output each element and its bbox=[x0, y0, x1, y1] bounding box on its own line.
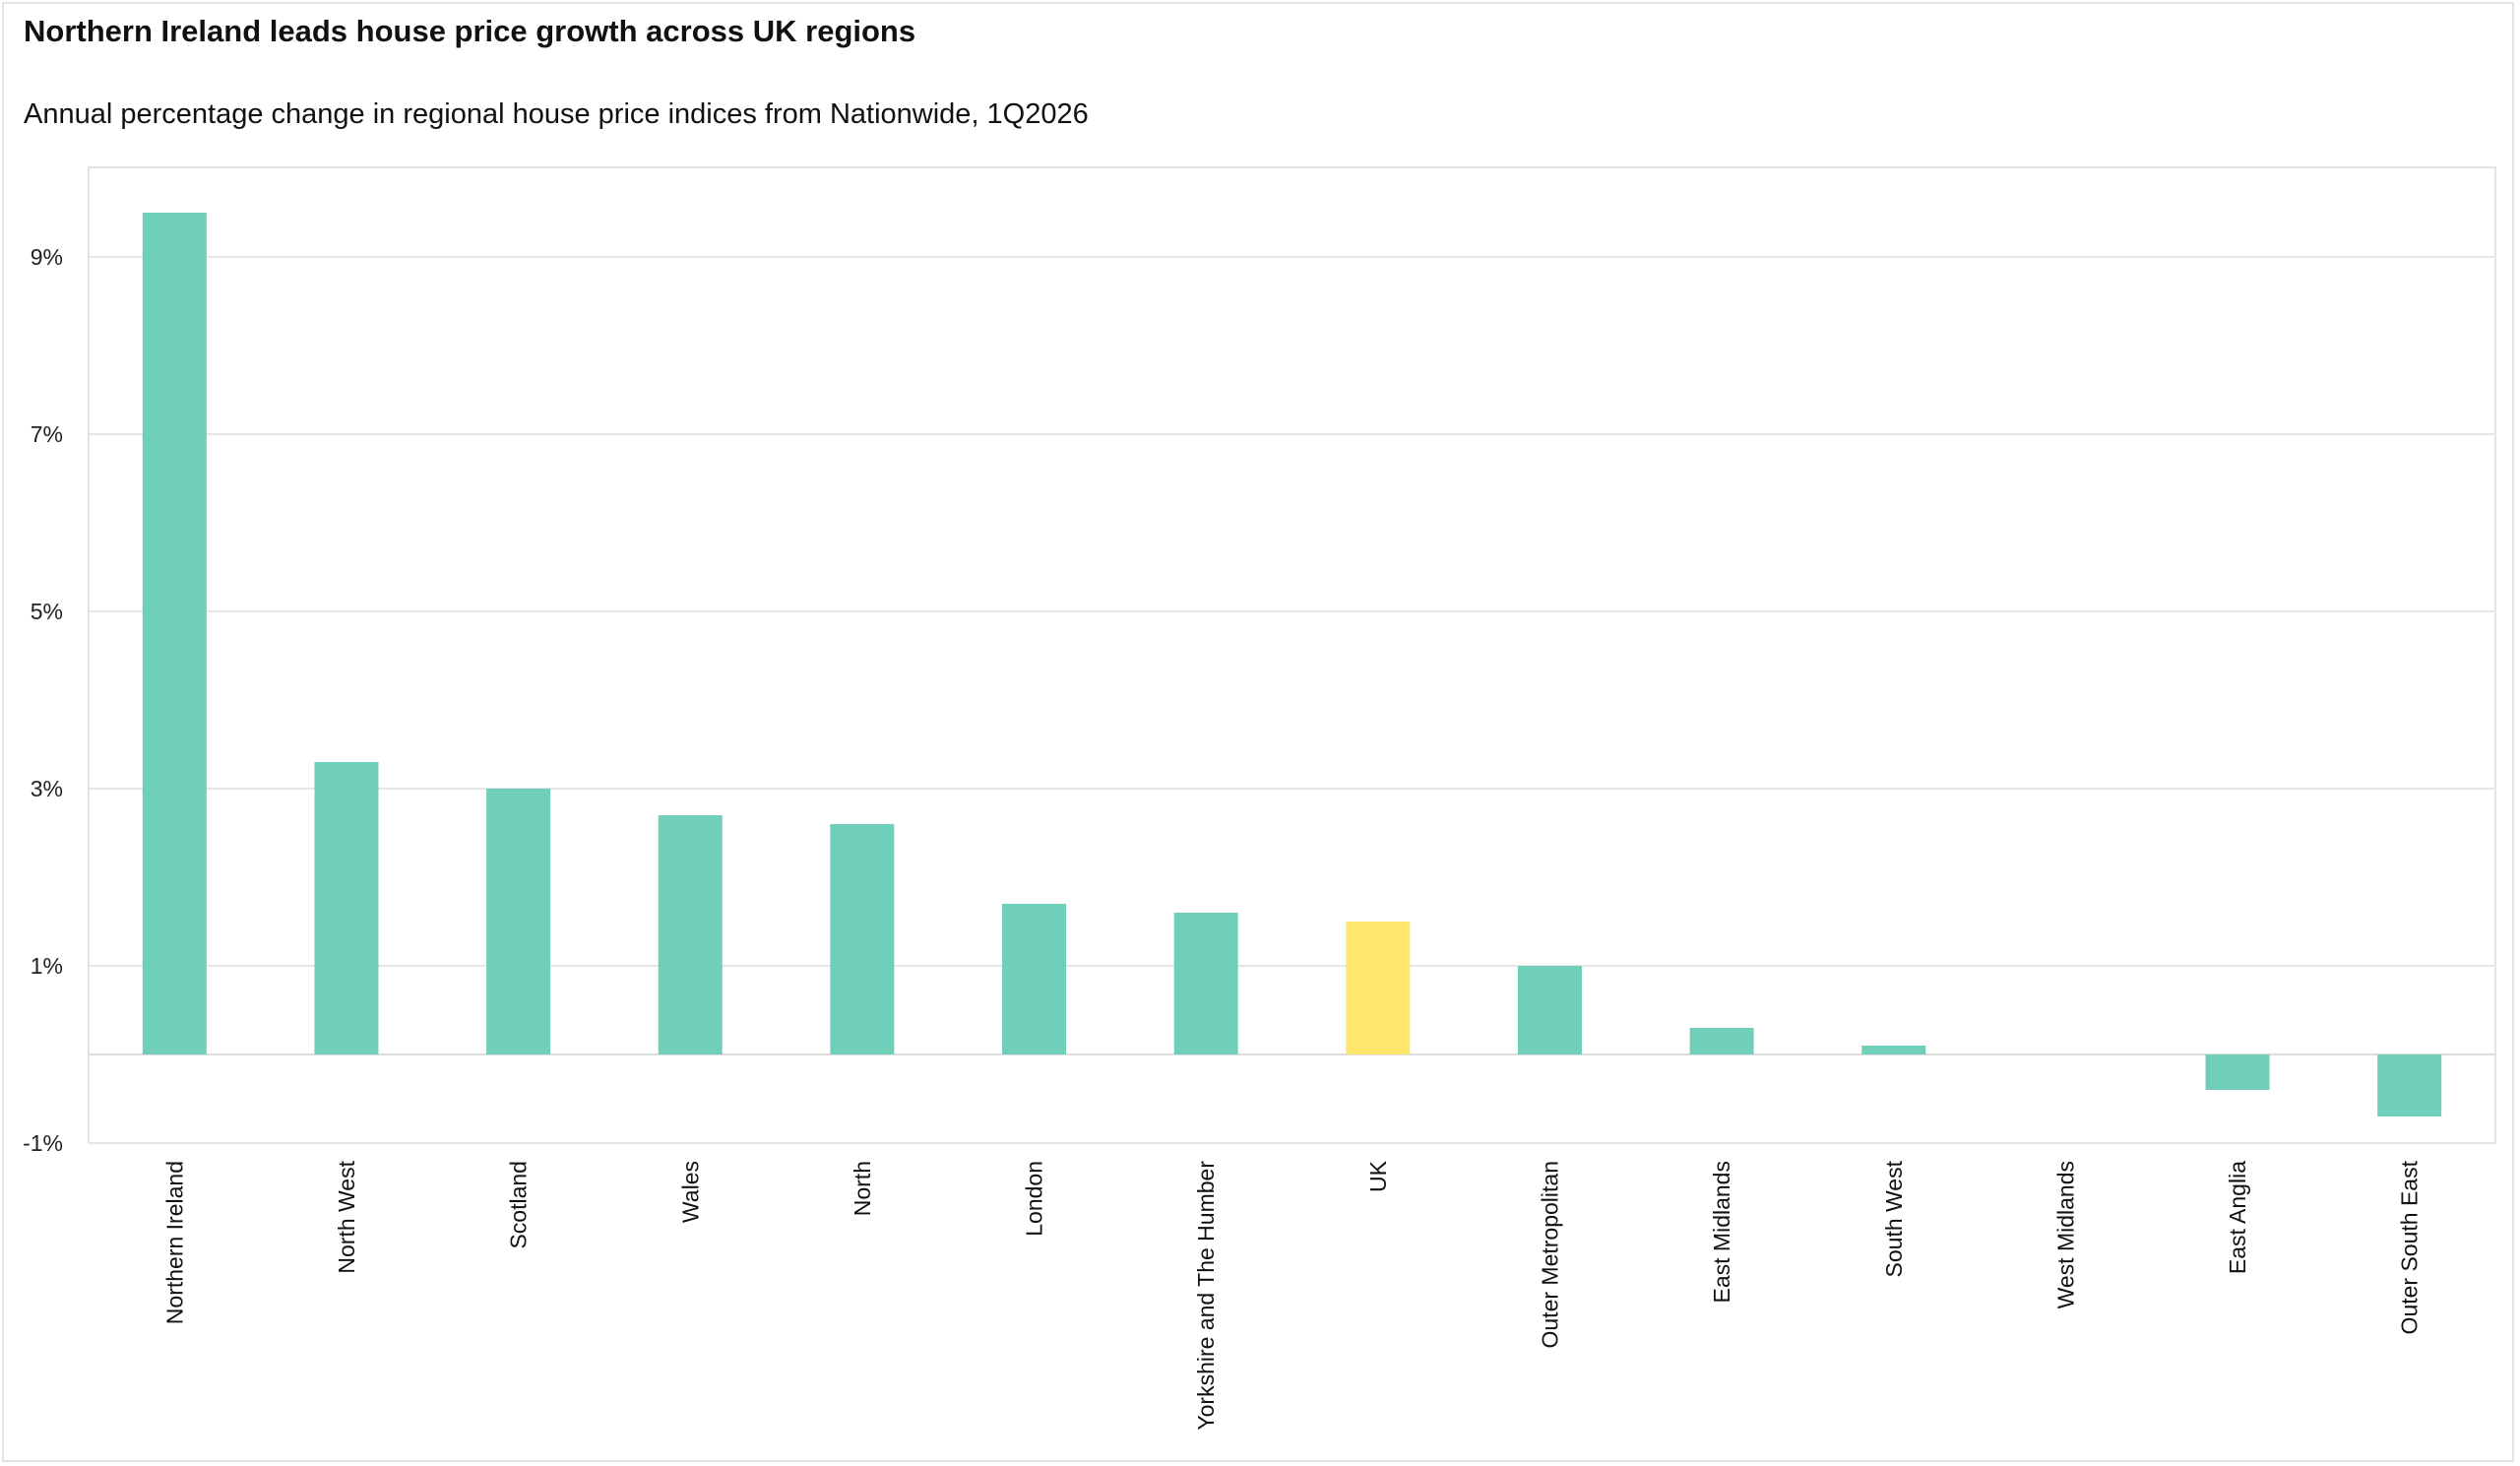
bar-northern-ireland bbox=[142, 213, 207, 1054]
x-tick-label: Wales bbox=[677, 1161, 703, 1223]
bar-outer-metropolitan bbox=[1517, 966, 1582, 1054]
x-tick-label: Outer South East bbox=[2397, 1160, 2423, 1334]
y-tick-label: 9% bbox=[31, 244, 63, 270]
bar-scotland bbox=[486, 789, 551, 1054]
x-tick-label: South West bbox=[1881, 1160, 1907, 1277]
bar-outer-south-east bbox=[2377, 1054, 2442, 1116]
bar-north-west bbox=[314, 762, 379, 1054]
bar-east-anglia bbox=[2205, 1054, 2270, 1090]
bar-north bbox=[830, 824, 895, 1054]
y-tick-label: 3% bbox=[31, 776, 63, 801]
y-tick-label: 7% bbox=[31, 421, 63, 447]
chart-subtitle: Annual percentage change in regional hou… bbox=[24, 98, 1089, 130]
x-tick-label: North West bbox=[334, 1160, 359, 1273]
x-tick-label: Yorkshire and The Humber bbox=[1193, 1161, 1219, 1431]
bar-uk bbox=[1346, 922, 1411, 1054]
y-tick-label: -1% bbox=[23, 1130, 63, 1156]
x-tick-label: West Midlands bbox=[2052, 1161, 2078, 1308]
plot-area bbox=[88, 166, 2496, 1144]
bar-south-west bbox=[1861, 1046, 1926, 1054]
chart-title: Northern Ireland leads house price growt… bbox=[24, 14, 916, 48]
x-tick-label: East Anglia bbox=[2225, 1161, 2250, 1274]
y-tick-label: 5% bbox=[31, 599, 63, 624]
x-tick-label: Northern Ireland bbox=[161, 1161, 187, 1324]
x-tick-label: East Midlands bbox=[1709, 1161, 1734, 1303]
bar-wales bbox=[658, 815, 723, 1054]
x-tick-label: UK bbox=[1365, 1160, 1391, 1192]
y-tick-label: 1% bbox=[31, 953, 63, 979]
x-tick-label: North bbox=[850, 1161, 875, 1216]
bar-yorkshire-and-the-humber bbox=[1173, 913, 1238, 1054]
bar-east-midlands bbox=[1689, 1028, 1754, 1054]
x-tick-label: Outer Metropolitan bbox=[1537, 1161, 1562, 1348]
bar-london bbox=[1002, 904, 1067, 1054]
x-tick-label: London bbox=[1022, 1161, 1047, 1237]
x-tick-label: Scotland bbox=[506, 1161, 532, 1249]
